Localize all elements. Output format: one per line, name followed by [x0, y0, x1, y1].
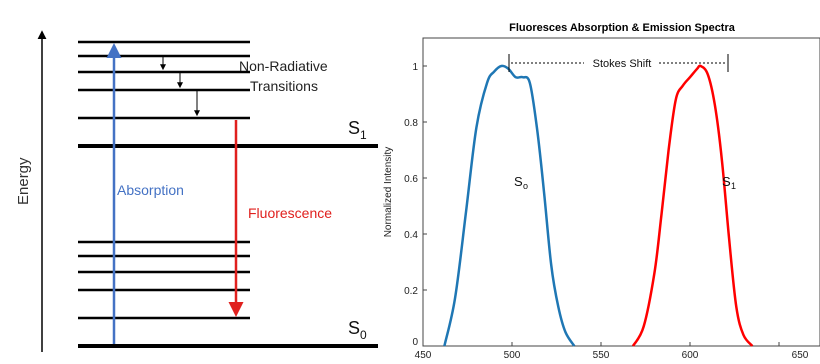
x-axis-ticks: 450 500 550 600 650: [415, 342, 809, 361]
chart-title: Fluoresces Absorption & Emission Spectra: [509, 22, 736, 34]
s0-curve-label: S o: [514, 174, 528, 191]
y-axis-ticks: 0 0.2 0.4 0.6 0.8 1: [404, 62, 427, 348]
y-tick-label: 0.4: [404, 230, 418, 241]
y-tick-label: 0.6: [404, 174, 418, 185]
fluorescence-label: Fluorescence: [248, 205, 332, 221]
x-tick-label: 600: [682, 350, 699, 361]
plot-frame: [422, 37, 820, 347]
stokes-shift-annotation: Stokes Shift: [508, 54, 729, 72]
s0-curve-label-base: S: [514, 174, 523, 189]
s1-state-label: S 1: [348, 118, 367, 142]
y-tick-label: 0: [412, 337, 418, 348]
absorption-spectrum-line: [443, 64, 576, 347]
emission-spectrum-line: [631, 64, 754, 347]
jablonski-diagram: Energy Non-Radiative Transitions S 1 S 0: [15, 30, 378, 352]
s0-label-sub: 0: [360, 328, 367, 342]
non-radiative-label-line2: Transitions: [250, 78, 318, 94]
y-tick-label: 0.8: [404, 118, 418, 129]
s0-state-label: S 0: [348, 318, 367, 342]
spectra-chart: Fluoresces Absorption & Emission Spectra…: [383, 22, 820, 361]
y-axis-label: Normalized Intensity: [383, 147, 394, 238]
y-tick-label: 1: [412, 62, 418, 73]
x-tick-label: 550: [593, 350, 610, 361]
x-tick-label: 450: [415, 350, 432, 361]
y-tick-label: 0.2: [404, 286, 418, 297]
x-tick-label: 650: [792, 350, 809, 361]
s1-label-base: S: [348, 118, 360, 138]
non-radiative-label-line1: Non-Radiative: [239, 58, 328, 74]
absorption-label: Absorption: [117, 182, 184, 198]
x-tick-label: 500: [504, 350, 521, 361]
stokes-shift-label: Stokes Shift: [593, 58, 652, 70]
s1-curve-label-base: S: [722, 174, 731, 189]
s1-curve-label-sub: 1: [731, 181, 736, 191]
s1-label-sub: 1: [360, 128, 367, 142]
energy-label: Energy: [15, 157, 32, 205]
s0-curve-label-sub: o: [523, 181, 528, 191]
s1-curve-label: S 1: [722, 174, 736, 191]
s0-label-base: S: [348, 318, 360, 338]
